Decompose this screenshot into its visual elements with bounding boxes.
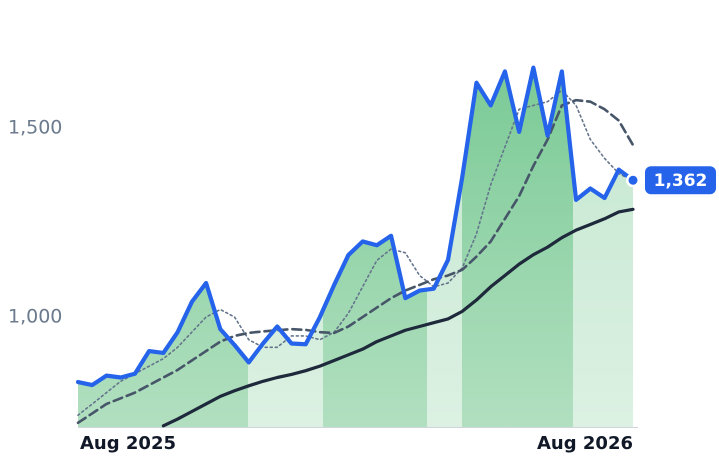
last-price-dot-inner	[628, 175, 638, 185]
price-badge	[645, 166, 716, 195]
dashed-line	[76, 98, 635, 425]
period-bands	[248, 67, 633, 427]
light-band	[248, 67, 323, 427]
dotted-line	[77, 89, 634, 417]
y-tick-label: 1,000	[8, 306, 62, 328]
light-band	[573, 67, 633, 427]
x-tick-label: Aug 2025	[80, 433, 176, 454]
price-line	[75, 65, 636, 388]
x-tick-label: Aug 2026	[537, 433, 633, 454]
solid-line	[161, 207, 635, 428]
price-area	[78, 67, 633, 427]
price-badge-label: 1,362	[654, 171, 708, 191]
y-tick-label: 1,500	[8, 117, 62, 139]
